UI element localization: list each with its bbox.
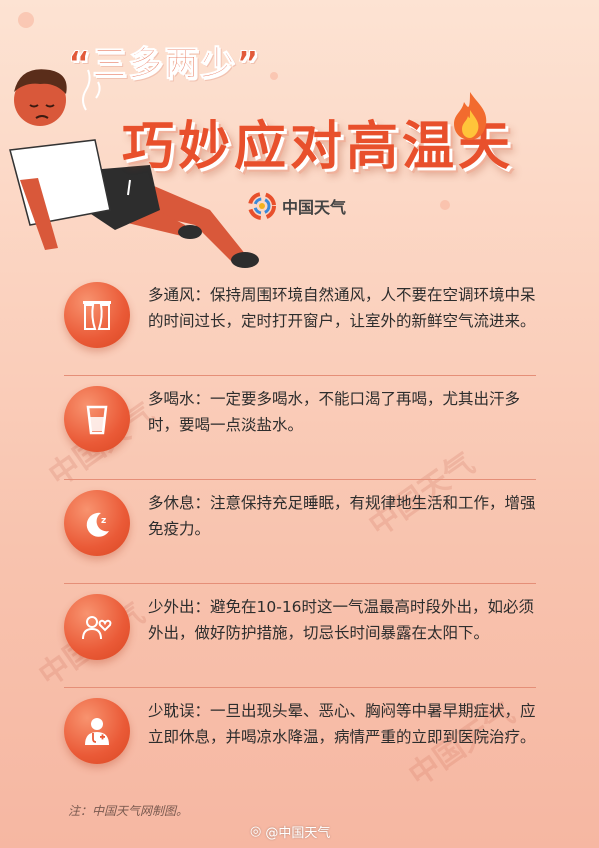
tip-text: 多通风：保持周围环境自然通风，人不要在空调环境中呆的时间过长，定时打开窗户，让室… [148,286,536,330]
decor-dot [440,200,450,210]
heart-person-icon [82,616,112,640]
tip-drink-water: 多喝水：一定要多喝水，不能口渴了再喝，尤其出汗多时，要喝一点淡盐水。 [64,376,536,480]
main-title: 巧妙应对高温天 [122,117,515,177]
doctor-icon [85,718,109,745]
brand: 中国天气 [248,192,346,220]
tip-icon-circle [64,698,130,764]
china-weather-logo-icon [248,192,276,220]
tip-icon-circle [64,282,130,348]
tip-text: 少外出：避免在10-16时这一气温最高时段外出，如必须外出，做好防护措施，切忌长… [148,598,535,642]
tip-ventilation: 多通风：保持周围环境自然通风，人不要在空调环境中呆的时间过长，定时打开窗户，让室… [64,272,536,376]
tip-icon-circle [64,594,130,660]
brand-name: 中国天气 [282,200,347,217]
overheated-person-illustration [9,69,259,268]
tip-text: 少耽误：一旦出现头晕、恶心、胸闷等中暑早期症状，应立即休息，并喝凉水降温，病情严… [148,702,536,746]
tip-no-delay: 少耽误：一旦出现头晕、恶心、胸闷等中暑早期症状，应立即休息，并喝凉水降温，病情严… [64,688,536,792]
decor-dot [18,12,34,28]
footnote: 注：中国天气网制图。 [68,804,189,818]
weibo-icon: ◎ [250,824,262,839]
tips-list: 多通风：保持周围环境自然通风，人不要在空调环境中呆的时间过长，定时打开窗户，让室… [64,272,536,792]
water-glass-icon [86,405,108,435]
tip-go-out-less: 少外出：避免在10-16时这一气温最高时段外出，如必须外出，做好防护措施，切忌长… [64,584,536,688]
window-curtain-icon [83,301,111,330]
tip-text: 多休息：注意保持充足睡眠，有规律地生活和工作，增强免疫力。 [148,494,536,538]
weibo-watermark: ◎ @中国天气 [250,822,330,841]
quote-title: “三多两少” [68,44,261,85]
svg-text:z: z [101,516,106,526]
tip-rest: z 多休息：注意保持充足睡眠，有规律地生活和工作，增强免疫力。 [64,480,536,584]
tip-icon-circle: z [64,490,130,556]
flame-icon [454,92,487,140]
tip-icon-circle [64,386,130,452]
weibo-handle: @中国天气 [265,826,331,841]
moon-sleep-icon: z [86,512,109,537]
decor-dot [270,72,278,80]
tip-text: 多喝水：一定要多喝水，不能口渴了再喝，尤其出汗多时，要喝一点淡盐水。 [148,390,521,434]
